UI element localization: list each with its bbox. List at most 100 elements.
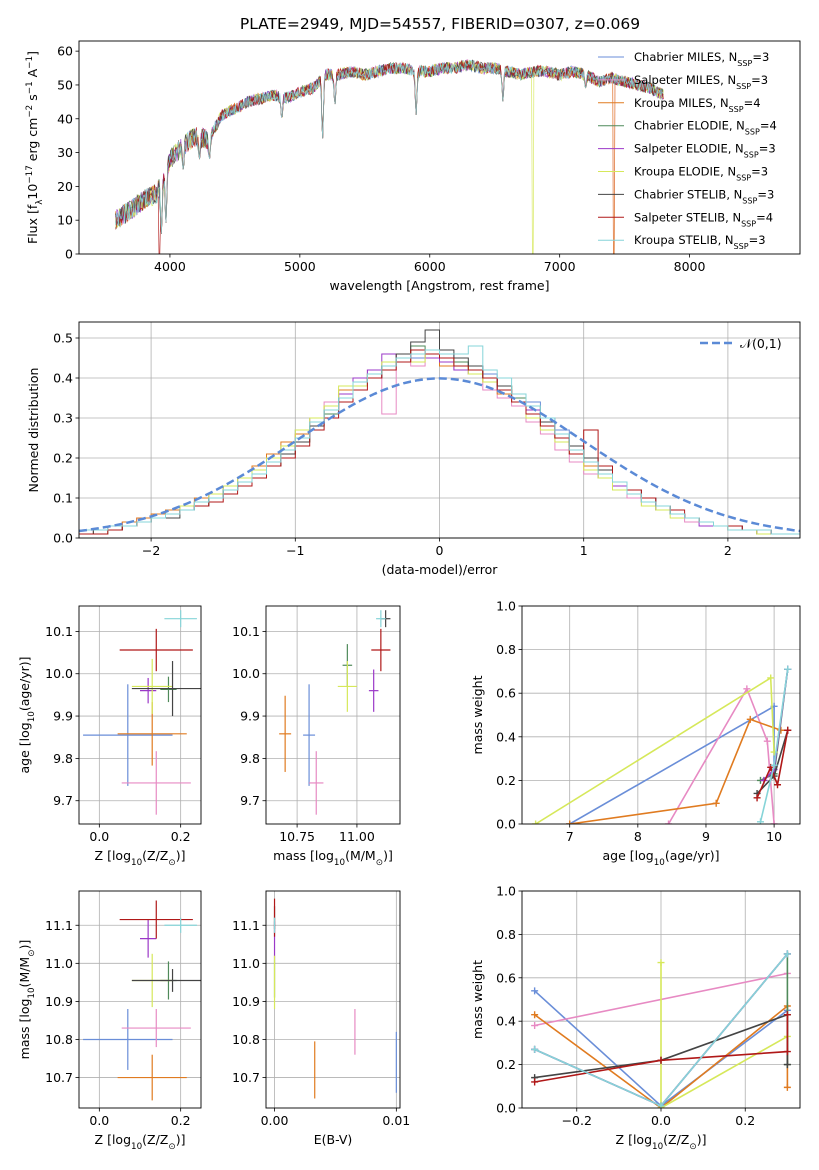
legend-tail: =3 [751,165,768,179]
weight-line [756,730,789,795]
panel-mass-weight-vs-z: −0.2 0.0 0.2 0.0 0.2 0.4 0.6 0.8 1.0 Z [log10(Z/Z… [470,884,801,1152]
label-part: (age/yr)] [17,656,32,711]
legend-sub: SSP [736,173,751,182]
weight-marker [783,1011,791,1019]
y-axis-label: age [log10(age/yr)] [17,656,37,773]
tick-label-y: 11.0 [232,956,260,971]
legend-tail: =4 [744,96,761,110]
weight-marker [657,1102,665,1108]
label-part: 10 [27,711,37,722]
weight-marker [531,1022,539,1030]
errorbar-point [368,669,379,712]
tick-label-y: 0.4 [53,371,73,386]
y-axis-label: Flux [fλ10−17 erg cm−2 s−1 A−1] [25,51,45,244]
weight-marker [712,799,720,807]
tick-label-x: 0.0 [651,1113,671,1128]
errorbar-point [279,695,292,772]
tick-label-x: 10 [766,829,782,844]
errorbar-point [83,1009,173,1070]
x-axis-label: E(B-V) [314,1132,353,1147]
errorbar-point [309,751,324,815]
errorbar-point [131,658,173,714]
tick-label-y: 9.7 [240,793,260,808]
tick-label-y: 0.4 [496,1014,516,1029]
tick-label-x: 9 [702,829,710,844]
plot-area [83,900,201,1101]
label-part: (Z/Z [142,1132,168,1147]
tick-label-y: 11.1 [232,918,260,933]
label-part: 10 [334,858,345,868]
x-axis-label: mass [log10(M/M⊙)] [273,848,393,868]
legend-label: Chabrier STELIB, NSSP=3 [634,187,774,205]
legend-label: Salpeter STELIB, NSSP=4 [634,210,773,228]
tick-label-y: 10.7 [232,1070,260,1085]
tick-label-y: 10.9 [45,994,73,1009]
tick-label-y: 0.1 [53,491,73,506]
tick-label-y: 1.0 [496,599,516,614]
legend-text: Salpeter ELODIE, N [634,142,744,156]
axes-frame [78,40,801,255]
tick-label-x: 0.00 [261,1113,289,1128]
legend-sub: SSP [729,104,744,113]
tick-label-y: 10.0 [232,666,260,681]
label-part: −1 [25,56,35,69]
panel-age-vs-z: 0.0 0.29.79.89.910.010.1Z [log10(Z/Z⊙)]ag… [17,605,202,868]
plot-area [279,610,391,815]
tick-label-y: 0.5 [53,331,73,346]
tick-label-y: 10.8 [45,1032,73,1047]
weight-marker [783,1061,791,1069]
tick-label-y: 0.2 [53,451,73,466]
x-axis-label: (data-model)/error [382,562,499,577]
label-part: −17 [25,165,35,183]
panel-age-vs-mass: 10.75 11.00 9.7 9.8 9.9 10.0 10.1 mass [log10(M… [232,605,401,868]
legend-sub: SSP [734,242,749,251]
y-axis-label: mass weight [470,960,485,1039]
label-part: (Z/Z [142,848,168,863]
plot-area [531,950,791,1108]
tick-label-y: 50 [57,77,73,92]
weight-marker [783,950,791,958]
legend-text: Kroupa ELODIE, N [634,165,736,179]
label-part: 10 [27,987,37,998]
weight-marker [767,674,775,682]
weight-marker [756,818,764,824]
plot-area [273,898,397,1099]
weight-marker [746,715,754,723]
legend-label: Kroupa ELODIE, NSSP=3 [634,165,768,183]
label-part: )] [176,1132,186,1147]
label-part: )] [383,848,393,863]
x-axis-label: age [log10(age/yr)] [602,848,719,868]
label-part: s [25,94,40,105]
spectrum-line [115,59,664,254]
axes-frame [521,890,801,1109]
legend-sub: SSP [742,196,757,205]
legend-text: Kroupa STELIB, N [634,233,734,247]
tick-label-y: 20 [57,179,73,194]
weight-marker [657,959,665,967]
tick-label-x: −2 [142,543,160,558]
weight-marker [531,1078,539,1086]
tick-label-x: 0.2 [171,829,191,844]
tick-label-x: 0.2 [735,1113,755,1128]
panel-residuals: −2 −1 0 1 2 0.0 0.1 0.2 0.3 0.4 0.5 (data-model)/er… [26,321,801,577]
panel-mass-vs-z: 0.0 0.210.710.810.911.011.1Z [log10(Z/Z⊙)… [17,890,202,1152]
legend-tail: =3 [752,50,769,64]
errorbar-point [140,677,157,704]
tick-label-y: 0.0 [496,817,516,832]
label-part: A [25,68,40,81]
label-part: −1 [25,81,35,94]
plot-area [79,329,800,538]
legend-tail: =3 [759,142,776,156]
tick-label-x: 10.75 [279,829,315,844]
label-part: ⊙ [168,1142,175,1152]
weight-line [569,718,782,824]
tick-label-y: 10 [57,213,73,228]
errorbar-point [164,610,197,628]
tick-label-y: 0.4 [496,729,516,744]
errorbar-point [160,676,177,703]
errorbar-point [371,628,391,672]
tick-label-x: 5000 [284,259,316,274]
label-part: 10 [652,1142,663,1152]
